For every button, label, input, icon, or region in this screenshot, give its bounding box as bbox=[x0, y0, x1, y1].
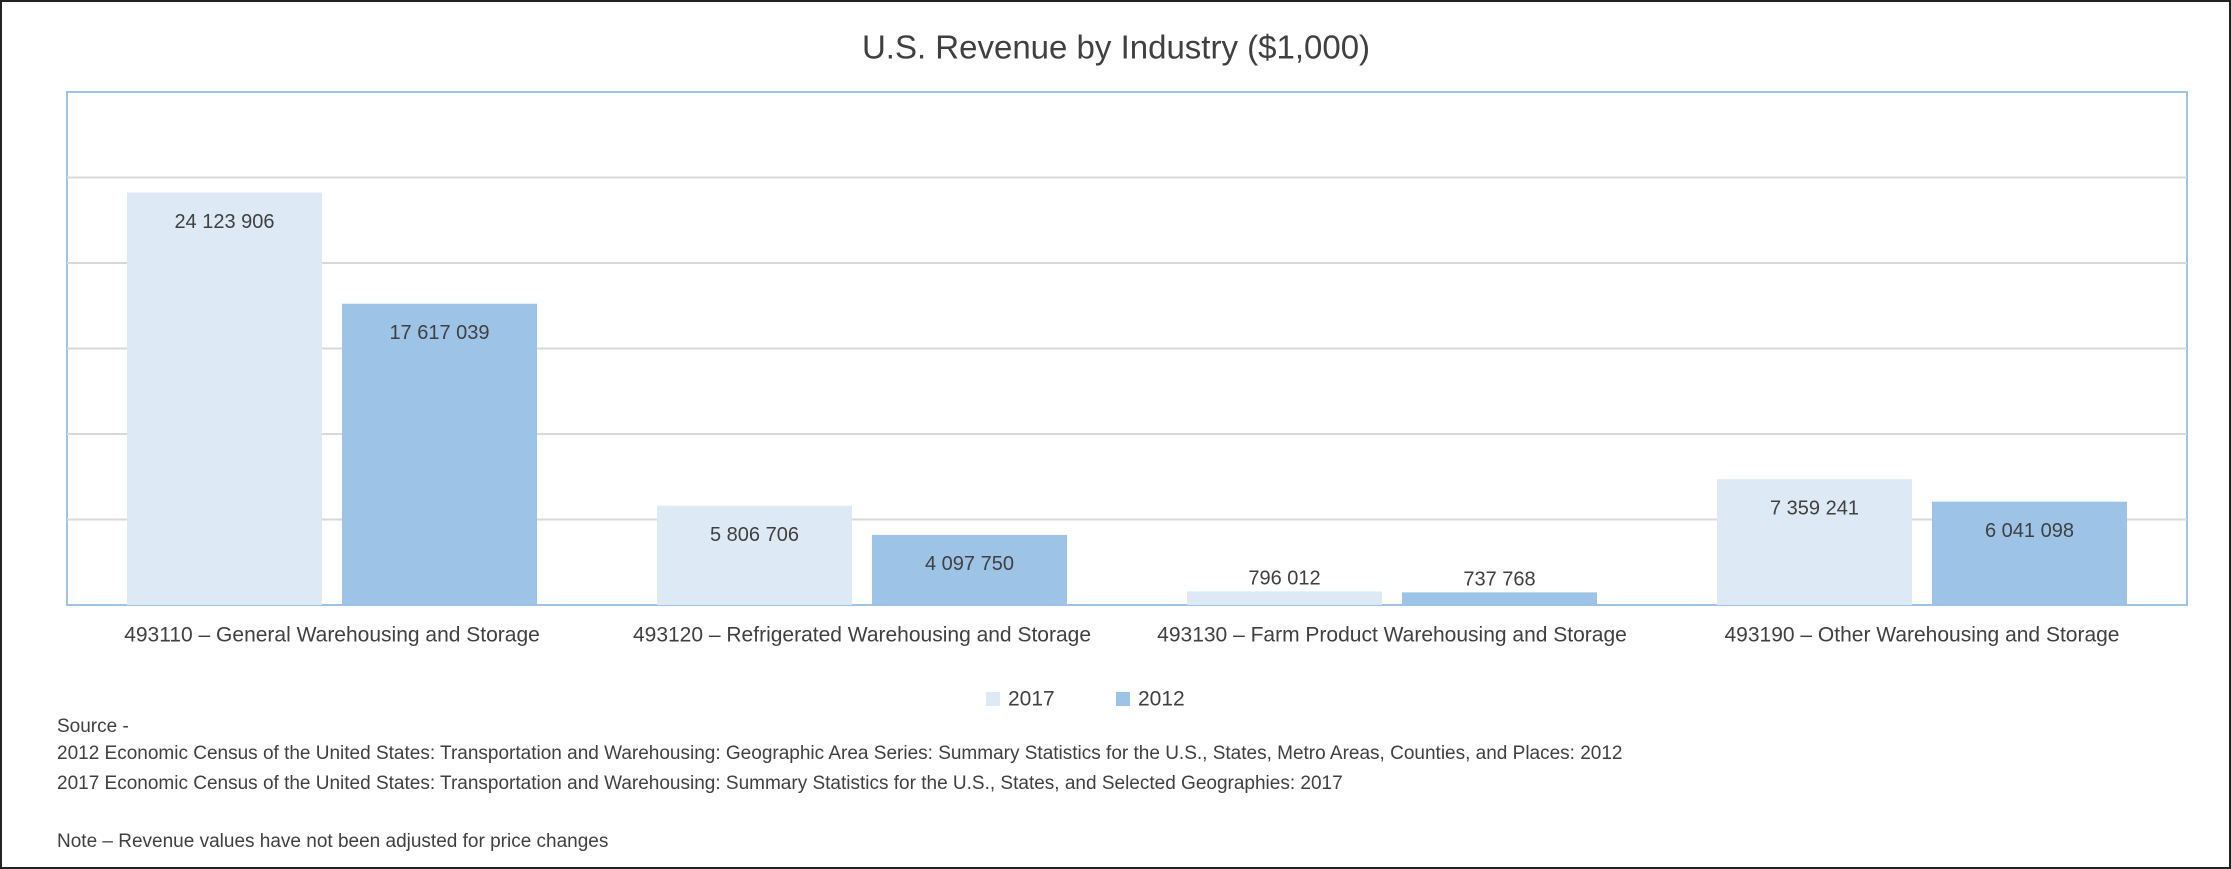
chart-title: U.S. Revenue by Industry ($1,000) bbox=[862, 29, 1370, 66]
legend-swatch bbox=[986, 692, 1000, 706]
note: 2012 Economic Census of the United State… bbox=[57, 743, 1623, 764]
data-label: 737 768 bbox=[1463, 569, 1535, 591]
data-label: 5 806 706 bbox=[710, 524, 799, 546]
note: Note – Revenue values have not been adju… bbox=[57, 831, 608, 852]
note: 2017 Economic Census of the United State… bbox=[57, 773, 1343, 794]
legend-label: 2012 bbox=[1138, 688, 1185, 711]
bar bbox=[1932, 501, 2127, 605]
data-label: 4 097 750 bbox=[925, 553, 1014, 575]
data-label: 6 041 098 bbox=[1985, 520, 2074, 542]
data-label: 7 359 241 bbox=[1770, 497, 1859, 519]
data-label: 24 123 906 bbox=[174, 211, 274, 233]
legend-label: 2017 bbox=[1008, 688, 1055, 711]
data-label: 17 617 039 bbox=[389, 322, 489, 344]
bar bbox=[657, 505, 852, 605]
x-tick-label: 493120 – Refrigerated Warehousing and St… bbox=[633, 624, 1091, 647]
bar bbox=[872, 534, 1067, 605]
x-tick-label: 493130 – Farm Product Warehousing and St… bbox=[1157, 624, 1627, 647]
note: Source - bbox=[57, 716, 129, 737]
x-tick-label: 493190 – Other Warehousing and Storage bbox=[1725, 624, 2120, 647]
bar bbox=[127, 192, 322, 605]
data-label: 796 012 bbox=[1248, 568, 1320, 590]
legend-swatch bbox=[1116, 692, 1130, 706]
bar bbox=[1187, 591, 1382, 605]
bar bbox=[342, 303, 537, 605]
bar bbox=[1717, 479, 1912, 605]
bar bbox=[1402, 592, 1597, 605]
x-tick-label: 493110 – General Warehousing and Storage bbox=[124, 624, 540, 647]
